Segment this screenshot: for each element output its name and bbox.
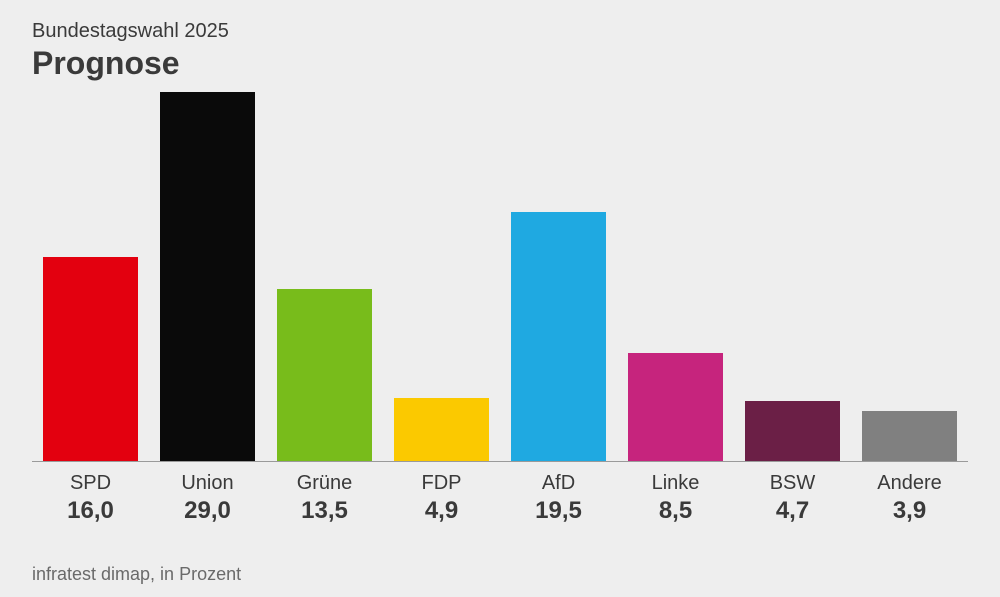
label-slot: Union29,0 [149,472,266,525]
party-value: 29,0 [184,497,231,525]
party-label: AfD [542,472,575,495]
bar-slot [149,92,266,461]
party-value: 19,5 [535,497,582,525]
bar [745,401,841,461]
bar-slot [32,92,149,461]
label-slot: FDP4,9 [383,472,500,525]
bar-slot [383,92,500,461]
party-value: 4,7 [776,497,809,525]
bar-slot [851,92,968,461]
chart-subtitle: Bundestagswahl 2025 [32,20,968,43]
label-slot: Grüne13,5 [266,472,383,525]
party-value: 13,5 [301,497,348,525]
bar-slot [500,92,617,461]
source-attribution: infratest dimap, in Prozent [32,564,241,585]
party-value: 16,0 [67,497,114,525]
bar-slot [266,92,383,461]
label-slot: BSW4,7 [734,472,851,525]
party-value: 4,9 [425,497,458,525]
label-slot: SPD16,0 [32,472,149,525]
bar [277,289,373,461]
bar [511,212,607,461]
bar [394,398,490,461]
chart-labels-row: SPD16,0Union29,0Grüne13,5FDP4,9AfD19,5Li… [32,472,968,525]
party-label: BSW [770,472,816,495]
label-slot: Andere3,9 [851,472,968,525]
party-label: Grüne [297,472,353,495]
chart-title: Prognose [32,45,968,82]
bar [862,411,958,461]
party-label: Linke [652,472,700,495]
bar [628,353,724,461]
chart-plot-area [32,92,968,462]
label-slot: Linke8,5 [617,472,734,525]
bar-slot [617,92,734,461]
bar-slot [734,92,851,461]
label-slot: AfD19,5 [500,472,617,525]
party-label: Union [181,472,233,495]
party-value: 3,9 [893,497,926,525]
bar [43,257,139,461]
bar [160,92,256,461]
party-label: SPD [70,472,111,495]
party-label: FDP [422,472,462,495]
page: Bundestagswahl 2025 Prognose SPD16,0Unio… [0,0,1000,597]
party-value: 8,5 [659,497,692,525]
party-label: Andere [877,472,942,495]
